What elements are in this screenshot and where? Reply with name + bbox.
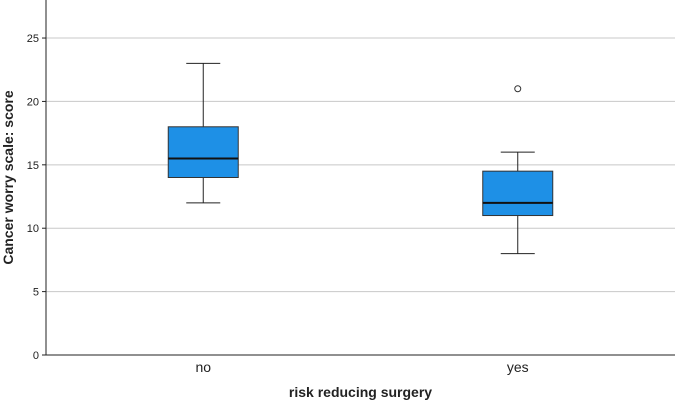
y-tick-label-10: 10 xyxy=(27,223,39,235)
category-label-no: no xyxy=(195,359,211,375)
category-labels: no yes xyxy=(195,359,528,375)
y-tick-labels: 0 5 10 15 20 25 xyxy=(27,33,46,362)
y-tick-label-20: 20 xyxy=(27,96,39,108)
y-tick-label-25: 25 xyxy=(27,33,39,45)
box-yes xyxy=(482,85,554,255)
boxes xyxy=(167,62,554,255)
y-tick-label-0: 0 xyxy=(33,350,39,362)
y-axis-title: Cancer worry scale: score xyxy=(0,90,16,265)
y-tick-label-15: 15 xyxy=(27,160,39,172)
gridlines xyxy=(46,37,675,293)
y-tick-label-5: 5 xyxy=(33,287,39,299)
x-axis-title: risk reducing surgery xyxy=(289,384,432,400)
box-iqr xyxy=(167,126,239,178)
box-no xyxy=(167,62,239,204)
outlier-point xyxy=(514,85,522,93)
category-label-yes: yes xyxy=(507,359,529,375)
box-iqr xyxy=(482,170,554,217)
